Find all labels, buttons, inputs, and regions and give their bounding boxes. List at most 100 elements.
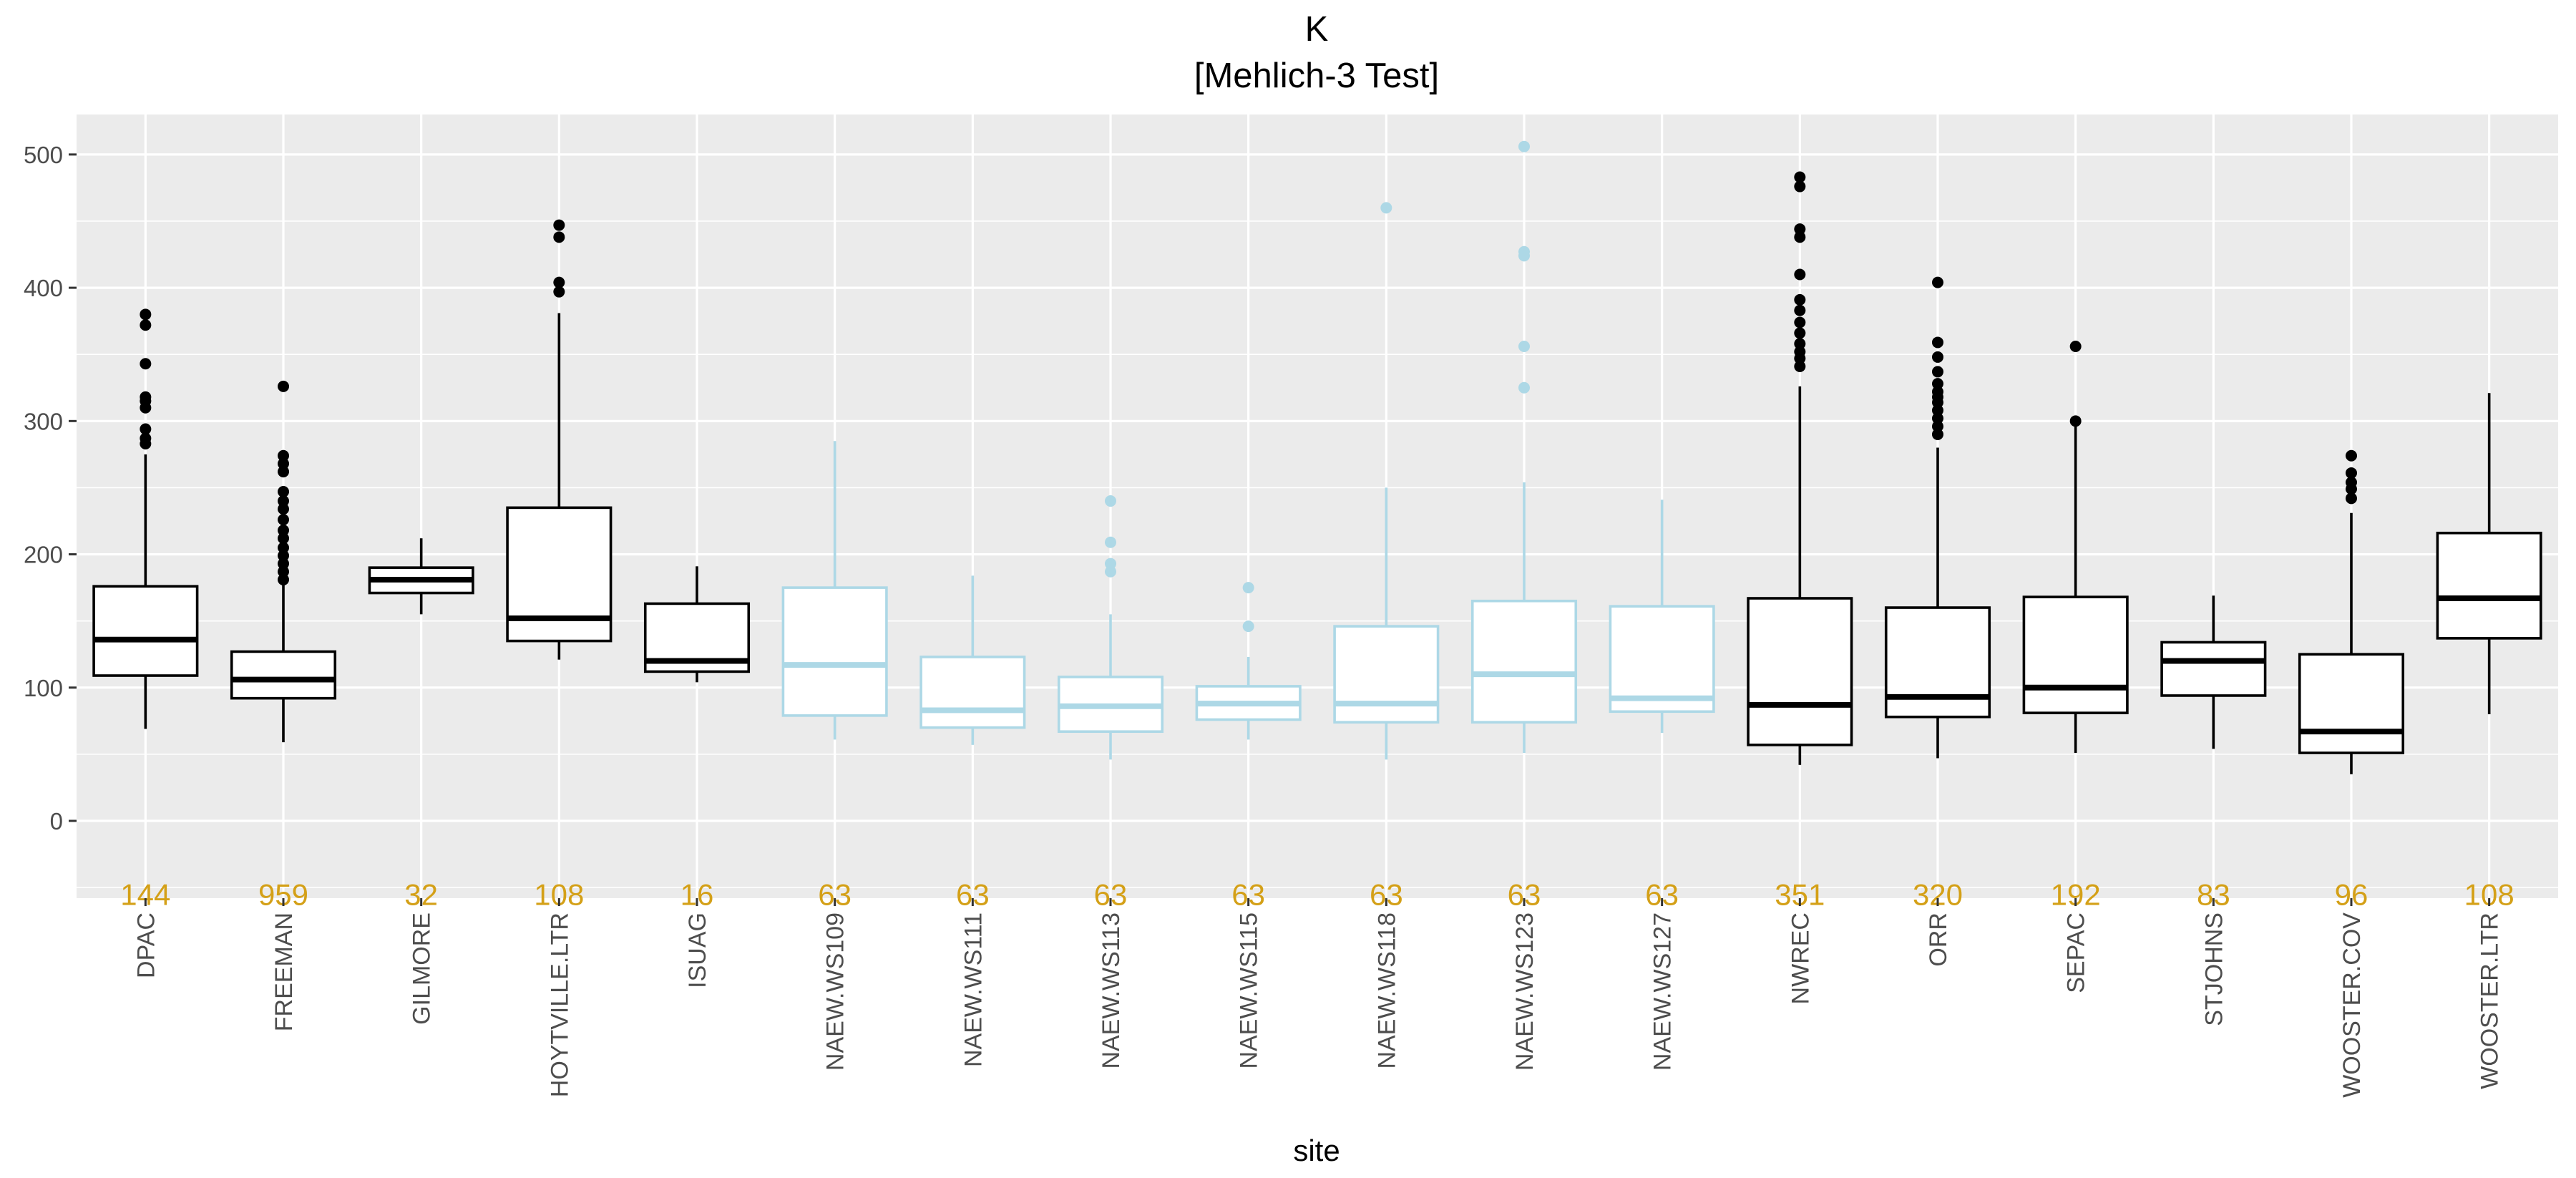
y-tick-label: 100 [24,675,63,701]
outlier-point [140,308,152,321]
iqr-box [2436,531,2542,640]
x-tick-label: NAEW.WS113 [1098,912,1125,1069]
outlier-point [1932,428,1943,440]
outlier-point [1932,404,1943,417]
outlier-point [1105,536,1116,548]
y-tick-label: 500 [24,142,63,168]
box-nwrec: 351 [1747,171,1853,911]
box-naew-ws111: 63 [919,575,1026,911]
outlier-point [1518,341,1530,353]
x-tick-label: NWREC [1787,912,1814,1004]
outlier-point [278,532,289,545]
outlier-point [1932,276,1943,288]
outlier-point [1794,171,1806,183]
x-tick-label: NAEW.WS127 [1649,912,1677,1071]
outlier-point [1932,386,1943,398]
outlier-point [1794,327,1806,339]
iqr-box [230,650,337,700]
iqr-box [1747,597,1853,746]
count-label: 108 [534,877,584,911]
iqr-box [1609,605,1715,714]
count-label: 108 [2464,877,2514,911]
iqr-box [1333,625,1440,724]
count-label: 63 [1645,877,1679,911]
outlier-point [1518,381,1530,394]
box-naew-ws127: 63 [1609,500,1715,911]
outlier-point [1105,495,1116,507]
count-label: 63 [1231,877,1265,911]
outlier-point [278,514,289,526]
count-label: 959 [258,877,308,911]
x-tick-label: NAEW.WS123 [1511,912,1538,1071]
outlier-point [278,558,289,570]
outlier-point [278,565,289,578]
outlier-point [1794,346,1806,358]
x-tick-label: NAEW.WS109 [822,912,849,1071]
outlier-point [140,432,152,444]
outlier-point [553,286,565,298]
x-axis: DPAC FREEMAN GILMORE HOYTVILLE.LTR ISUAG NAEW… [132,898,2504,1098]
count-label: 63 [818,877,852,911]
outlier-point [2346,476,2357,488]
x-tick-label: SEPAC [2063,912,2090,993]
iqr-box [919,656,1026,729]
outlier-point [2346,492,2357,505]
outlier-point [1794,338,1806,350]
count-label: 351 [1775,877,1825,911]
count-label: 83 [2197,877,2230,911]
box-naew-ws113: 63 [1057,495,1164,911]
outlier-point [278,550,289,562]
outlier-point [140,319,152,331]
plot-panel [77,115,2558,898]
box-wooster-cov: 96 [2298,449,2405,911]
outlier-point [278,486,289,498]
x-tick-label: FREEMAN [270,912,298,1031]
outlier-point [1794,231,1806,243]
outlier-point [1932,366,1943,378]
outlier-point [1794,304,1806,316]
y-tick-label: 0 [50,808,63,834]
outlier-point [1242,620,1254,633]
outlier-point [1794,180,1806,193]
outlier-point [553,219,565,231]
outlier-point [140,423,152,435]
y-tick-label: 200 [24,542,63,568]
x-tick-label: DPAC [132,912,160,978]
x-tick-label: NAEW.WS111 [960,912,987,1067]
outlier-point [1105,565,1116,578]
outlier-point [1794,316,1806,328]
x-tick-label: HOYTVILLE.LTR [546,912,573,1097]
iqr-box [781,586,888,717]
outlier-point [1518,140,1530,152]
iqr-box [1470,599,1578,724]
x-tick-label: NAEW.WS118 [1373,912,1400,1069]
count-label: 192 [2051,877,2101,911]
box-sepac: 192 [2022,341,2129,911]
outlier-point [140,358,152,370]
count-label: 63 [956,877,990,911]
boxes: 144 959 32 108 16 63 63 63 63 63 63 63 351 320 192 83 96… [92,140,2542,911]
outlier-point [1242,582,1254,594]
box-naew-ws115: 63 [1195,582,1302,911]
count-label: 63 [1094,877,1128,911]
outlier-point [278,525,289,537]
iqr-box [2298,653,2405,754]
box-dpac: 144 [92,308,199,911]
x-tick-label: ORR [1925,912,1952,967]
iqr-box [92,585,199,677]
outlier-point [1518,245,1530,258]
box-naew-ws123: 63 [1470,140,1578,911]
x-tick-label: WOOSTER.COV [2338,912,2366,1098]
x-tick-label: ISUAG [684,912,711,988]
x-tick-label: NAEW.WS115 [1236,912,1263,1069]
outlier-point [1794,360,1806,372]
box-wooster-ltr: 108 [2436,393,2542,911]
count-label: 96 [2335,877,2368,911]
outlier-point [553,276,565,288]
y-tick-label: 300 [24,408,63,434]
count-label: 32 [404,877,438,911]
outlier-point [278,495,289,507]
x-tick-label: GILMORE [409,912,436,1025]
outlier-point [1794,223,1806,235]
box-hoytville-ltr: 108 [506,219,613,911]
